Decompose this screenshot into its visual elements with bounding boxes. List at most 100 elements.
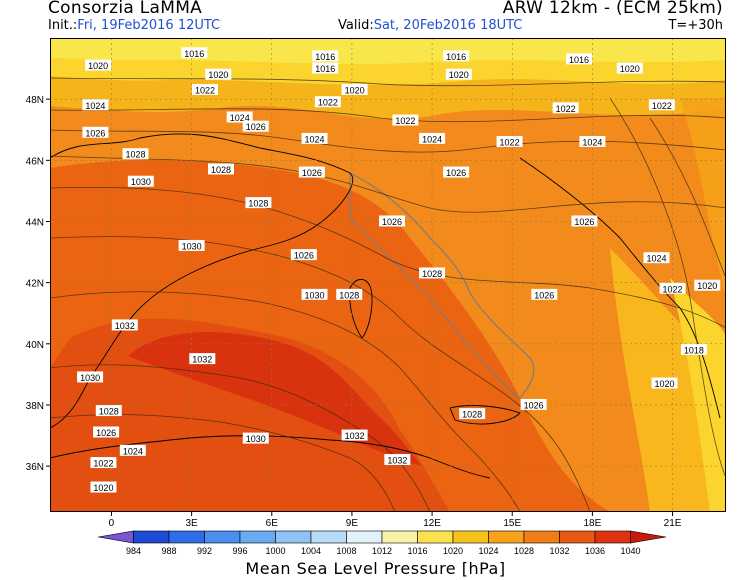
isobar-label: 1022 [314, 96, 341, 108]
isobar-label-bg [301, 288, 328, 300]
isobar-label-text: 1016 [315, 52, 335, 62]
isobar-label: 1022 [191, 83, 218, 95]
isobar-label-text: 1028 [462, 410, 482, 420]
isobar-label: 1026 [531, 288, 558, 300]
isobar-label-text: 1030 [182, 241, 202, 251]
band-east-1020 [670, 278, 726, 512]
isobar-label: 1022 [90, 457, 117, 469]
isobar-label-bg [122, 148, 149, 160]
colorbar-swatch [275, 530, 312, 544]
colorbar-level-label: 992 [197, 546, 212, 556]
isobar-label: 1028 [419, 267, 446, 279]
colorbar-level-label: 1020 [443, 546, 463, 556]
isobar-label: 1024 [419, 132, 446, 144]
isobar-label-bg [314, 96, 341, 108]
isobar-label-bg [95, 405, 122, 417]
isobar-label: 1028 [459, 408, 486, 420]
model-title: ARW 12km - (ECM 25km) [502, 0, 723, 18]
isobar-label-bg [127, 175, 154, 187]
sicily [449, 405, 521, 425]
iberia-france-coast [50, 133, 354, 429]
isobar-label-bg [82, 126, 109, 138]
isobar-label: 1016 [312, 50, 339, 62]
isobar-label-text: 1032 [345, 431, 365, 441]
isobar-label-text: 1022 [395, 116, 415, 126]
isobar-label-bg [616, 62, 643, 74]
isobar-label-bg [312, 50, 339, 62]
colorbar-level-label: 1036 [585, 546, 605, 556]
isobar-label-text: 1032 [115, 321, 135, 331]
isobar-label: 1024 [119, 444, 146, 456]
isobar-label: 1032 [384, 454, 411, 466]
pressure-map: 1016 1016 1016 1016 1016 1020 1020 1020 1020 1020… [50, 38, 726, 512]
isobar-label-text: 1026 [96, 428, 116, 438]
lat-tick-label: 44N [26, 217, 44, 228]
isobar-label: 1030 [242, 432, 269, 444]
isobar-label-bg [341, 429, 368, 441]
isobar-label-text: 1026 [524, 400, 544, 410]
isobar-label-bg [82, 99, 109, 111]
isobar-label-text: 1018 [684, 345, 704, 355]
isobar-label: 1020 [651, 377, 678, 389]
isobar-label: 1026 [242, 120, 269, 132]
valid-value: Sat, 20Feb2016 18UTC [373, 18, 523, 33]
isobar-label-bg [694, 279, 721, 291]
isobar-label-text: 1022 [93, 459, 113, 469]
colorbar-level-label: 996 [232, 546, 247, 556]
lat-tick-label: 48N [26, 95, 44, 106]
band-1018 [50, 38, 726, 64]
isobar-label: 1024 [301, 132, 328, 144]
isobar-label-text: 1032 [192, 355, 212, 365]
isobar-label: 1018 [680, 343, 707, 355]
isobar-label-text: 1022 [318, 98, 338, 108]
isobar-label-text: 1026 [382, 217, 402, 227]
north-africa-coast [50, 435, 491, 479]
isobar-label: 1022 [552, 102, 579, 114]
isobar-label-text: 1028 [211, 165, 231, 175]
colorbar-swatch [452, 530, 489, 544]
isobar-label-bg [531, 288, 558, 300]
isobar-label-text: 1030 [305, 290, 325, 300]
colorbar-swatch [168, 530, 205, 544]
isobar-label: 1026 [290, 249, 317, 261]
isobar-label-text: 1024 [230, 113, 250, 123]
isobar-label-bg [341, 83, 368, 95]
colorbar-swatch [204, 530, 241, 544]
colorbar-level-label: 1008 [336, 546, 356, 556]
colorbar-swatch [97, 530, 134, 544]
isobar-label-bg [181, 47, 208, 59]
isobar-label-text: 1028 [248, 199, 268, 209]
isobar-label: 1020 [85, 59, 112, 71]
isobar-label-text: 1020 [88, 61, 108, 71]
colorbar-swatch [310, 530, 347, 544]
isobar-label-text: 1028 [99, 407, 119, 417]
colorbar-level-label: 1012 [372, 546, 392, 556]
colorbar-swatch [559, 530, 596, 544]
balkan-coast [519, 157, 721, 419]
isobar-label-bg [443, 50, 470, 62]
isobar-label: 1028 [336, 288, 363, 300]
lon-tick-label: 3E [185, 518, 198, 529]
valid-time: Valid:Sat, 20Feb2016 18UTC [338, 18, 522, 33]
isobar-label-bg [496, 135, 523, 147]
lon-tick-label: 9E [346, 518, 359, 529]
isobar-label-text: 1022 [195, 85, 215, 95]
isobar-label: 1032 [189, 353, 216, 365]
init-time: Init.:Fri, 19Feb2016 12UTC [48, 18, 220, 33]
isobar-label-bg [77, 371, 104, 383]
latitude-axis: 48N 46N 44N 42N 40N 38N 36N [26, 95, 50, 473]
isobar-label: 1028 [95, 405, 122, 417]
isobar-label: 1030 [301, 288, 328, 300]
isobar-label-bg [651, 377, 678, 389]
colorbar-swatch [239, 530, 276, 544]
isobar-label-bg [579, 135, 606, 147]
colorbar: 984 988 992 996 1000 1004 1008 1012 1016 1020 1024… [97, 530, 667, 556]
isobar-label-text: 1024 [582, 137, 602, 147]
isobar-label-bg [242, 120, 269, 132]
init-value: Fri, 19Feb2016 12UTC [77, 18, 221, 33]
isobar-label-bg [85, 59, 112, 71]
isobar-label-bg [571, 215, 598, 227]
isobar-label-text: 1024 [647, 254, 667, 264]
isobar-label-text: 1028 [339, 290, 359, 300]
isobar-label-bg [443, 166, 470, 178]
